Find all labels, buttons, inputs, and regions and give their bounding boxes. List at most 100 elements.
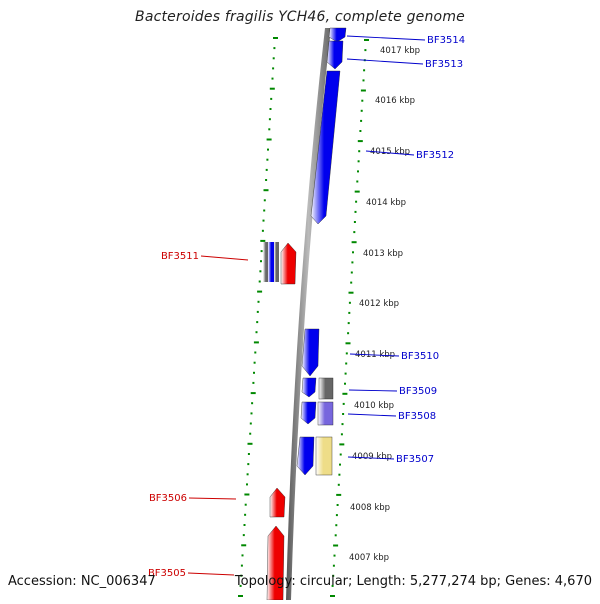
gene-label-bf3510[interactable]: BF3510	[401, 351, 439, 362]
leader-line-bf3505	[187, 572, 235, 576]
leader-line-bf3513	[346, 58, 424, 65]
gene-bf3507-box[interactable]	[315, 436, 333, 476]
scale-label-kbp-4013: 4013 kbp	[363, 249, 403, 259]
leader-line-bf3514	[346, 35, 426, 41]
inner-tick-mark	[253, 341, 259, 344]
gene-label-bf3514[interactable]: BF3514	[427, 35, 465, 46]
inner-tick-mark	[252, 381, 255, 384]
outer-tick-mark	[335, 514, 338, 517]
gene-bf3508-box[interactable]	[317, 401, 334, 426]
inner-tick-mark	[269, 87, 275, 90]
outer-tick-mark	[350, 281, 353, 284]
scale-label-kbp-4016: 4016 kbp	[375, 96, 415, 106]
gene-bf3514[interactable]	[328, 27, 347, 43]
scale-label-kbp-4010: 4010 kbp	[354, 401, 394, 411]
inner-tick-mark	[272, 57, 275, 60]
outer-tick-mark	[360, 119, 363, 122]
outer-tick-mark	[331, 584, 334, 587]
gene-bf3510[interactable]	[301, 328, 320, 377]
outer-tick-mark	[341, 423, 344, 426]
outer-tick-mark	[357, 140, 363, 143]
inner-tick-mark	[247, 442, 253, 445]
gene-bf3507-arrow[interactable]	[296, 436, 315, 476]
gene-bf3506[interactable]	[269, 487, 286, 518]
inner-tick-mark	[246, 483, 248, 486]
inner-tick-mark	[240, 564, 243, 567]
inner-tick-mark	[265, 179, 268, 181]
inner-tick-mark	[244, 503, 247, 506]
gene-bf3509-arrow[interactable]	[301, 377, 317, 398]
outer-tick-mark	[354, 210, 357, 213]
outer-tick-mark	[360, 109, 363, 112]
outer-tick-mark	[353, 231, 356, 234]
inner-tick-mark	[256, 321, 259, 324]
gene-bf3511-arrow[interactable]	[280, 242, 297, 285]
scale-label-kbp-4014: 4014 kbp	[366, 198, 406, 208]
gene-label-bf3506[interactable]: BF3506	[149, 493, 187, 504]
scale-label-kbp-4007: 4007 kbp	[349, 553, 389, 563]
gene-bf3509-box[interactable]	[318, 377, 334, 400]
inner-tick-mark	[257, 300, 260, 303]
gene-label-bf3512[interactable]: BF3512	[416, 150, 454, 161]
outer-tick-mark	[357, 170, 359, 173]
inner-tick-mark	[244, 493, 250, 496]
gene-bf3505[interactable]	[266, 525, 285, 601]
inner-tick-mark	[247, 453, 250, 455]
inner-tick-mark	[265, 168, 268, 171]
genome-summary-text: Topology: circular; Length: 5,277,274 bp…	[234, 574, 592, 589]
accession-text: Accession: NC_006347	[8, 574, 156, 589]
outer-tick-mark	[337, 483, 340, 486]
gene-label-bf3509[interactable]: BF3509	[399, 386, 437, 397]
gene-bf3511-segment-gray-2[interactable]	[274, 242, 279, 282]
leader-line-bf3507	[347, 456, 395, 460]
gene-label-bf3513[interactable]: BF3513	[425, 59, 463, 70]
gene-bf3512[interactable]	[310, 70, 341, 225]
inner-tick-mark	[241, 544, 247, 547]
outer-tick-mark	[356, 180, 359, 183]
inner-tick-mark	[267, 148, 269, 151]
gene-bf3508-arrow[interactable]	[300, 401, 317, 425]
inner-tick-mark	[262, 219, 265, 222]
outer-tick-mark	[339, 453, 342, 456]
inner-tick-mark	[268, 128, 271, 131]
gene-bf3511-segment-gray[interactable]	[263, 242, 269, 282]
outer-tick-mark	[344, 382, 346, 385]
outer-tick-mark	[359, 130, 362, 132]
gene-label-bf3511[interactable]: BF3511	[161, 251, 199, 262]
inner-tick-mark	[238, 595, 243, 597]
inner-tick-mark	[266, 158, 269, 161]
gene-label-bf3505[interactable]: BF3505	[148, 568, 186, 579]
scale-label-kbp-4012: 4012 kbp	[359, 299, 399, 309]
gene-bf3513[interactable]	[326, 40, 344, 70]
outer-tick-mark	[360, 89, 366, 92]
map-title: Bacteroides fragilis YCH46, complete gen…	[135, 9, 465, 25]
outer-tick-mark	[348, 311, 351, 314]
outer-tick-mark	[347, 332, 350, 335]
inner-tick-mark	[273, 37, 278, 39]
inner-tick-mark	[269, 108, 272, 110]
inner-tick-mark	[240, 574, 243, 577]
outer-tick-mark	[334, 534, 337, 537]
outer-tick-mark	[345, 362, 348, 365]
outer-tick-mark	[352, 251, 354, 254]
inner-tick-mark	[266, 138, 272, 141]
outer-tick-mark	[333, 544, 339, 547]
inner-tick-mark	[271, 77, 274, 80]
gene-bf3511-segment-blue[interactable]	[268, 242, 275, 282]
inner-tick-mark	[255, 331, 258, 334]
outer-tick-mark	[364, 39, 369, 41]
outer-tick-mark	[345, 342, 351, 345]
outer-tick-mark	[347, 322, 350, 325]
inner-tick-mark	[268, 118, 271, 121]
inner-tick-mark	[249, 422, 252, 425]
inner-tick-mark	[270, 97, 273, 100]
outer-tick-mark	[348, 301, 351, 304]
inner-tick-mark	[254, 351, 257, 354]
gene-label-bf3508[interactable]: BF3508	[398, 411, 436, 422]
outer-tick-mark	[361, 99, 364, 102]
outer-tick-mark	[345, 352, 348, 355]
gene-label-bf3507[interactable]: BF3507	[396, 454, 434, 465]
outer-tick-mark	[354, 190, 360, 193]
outer-tick-mark	[336, 504, 339, 506]
